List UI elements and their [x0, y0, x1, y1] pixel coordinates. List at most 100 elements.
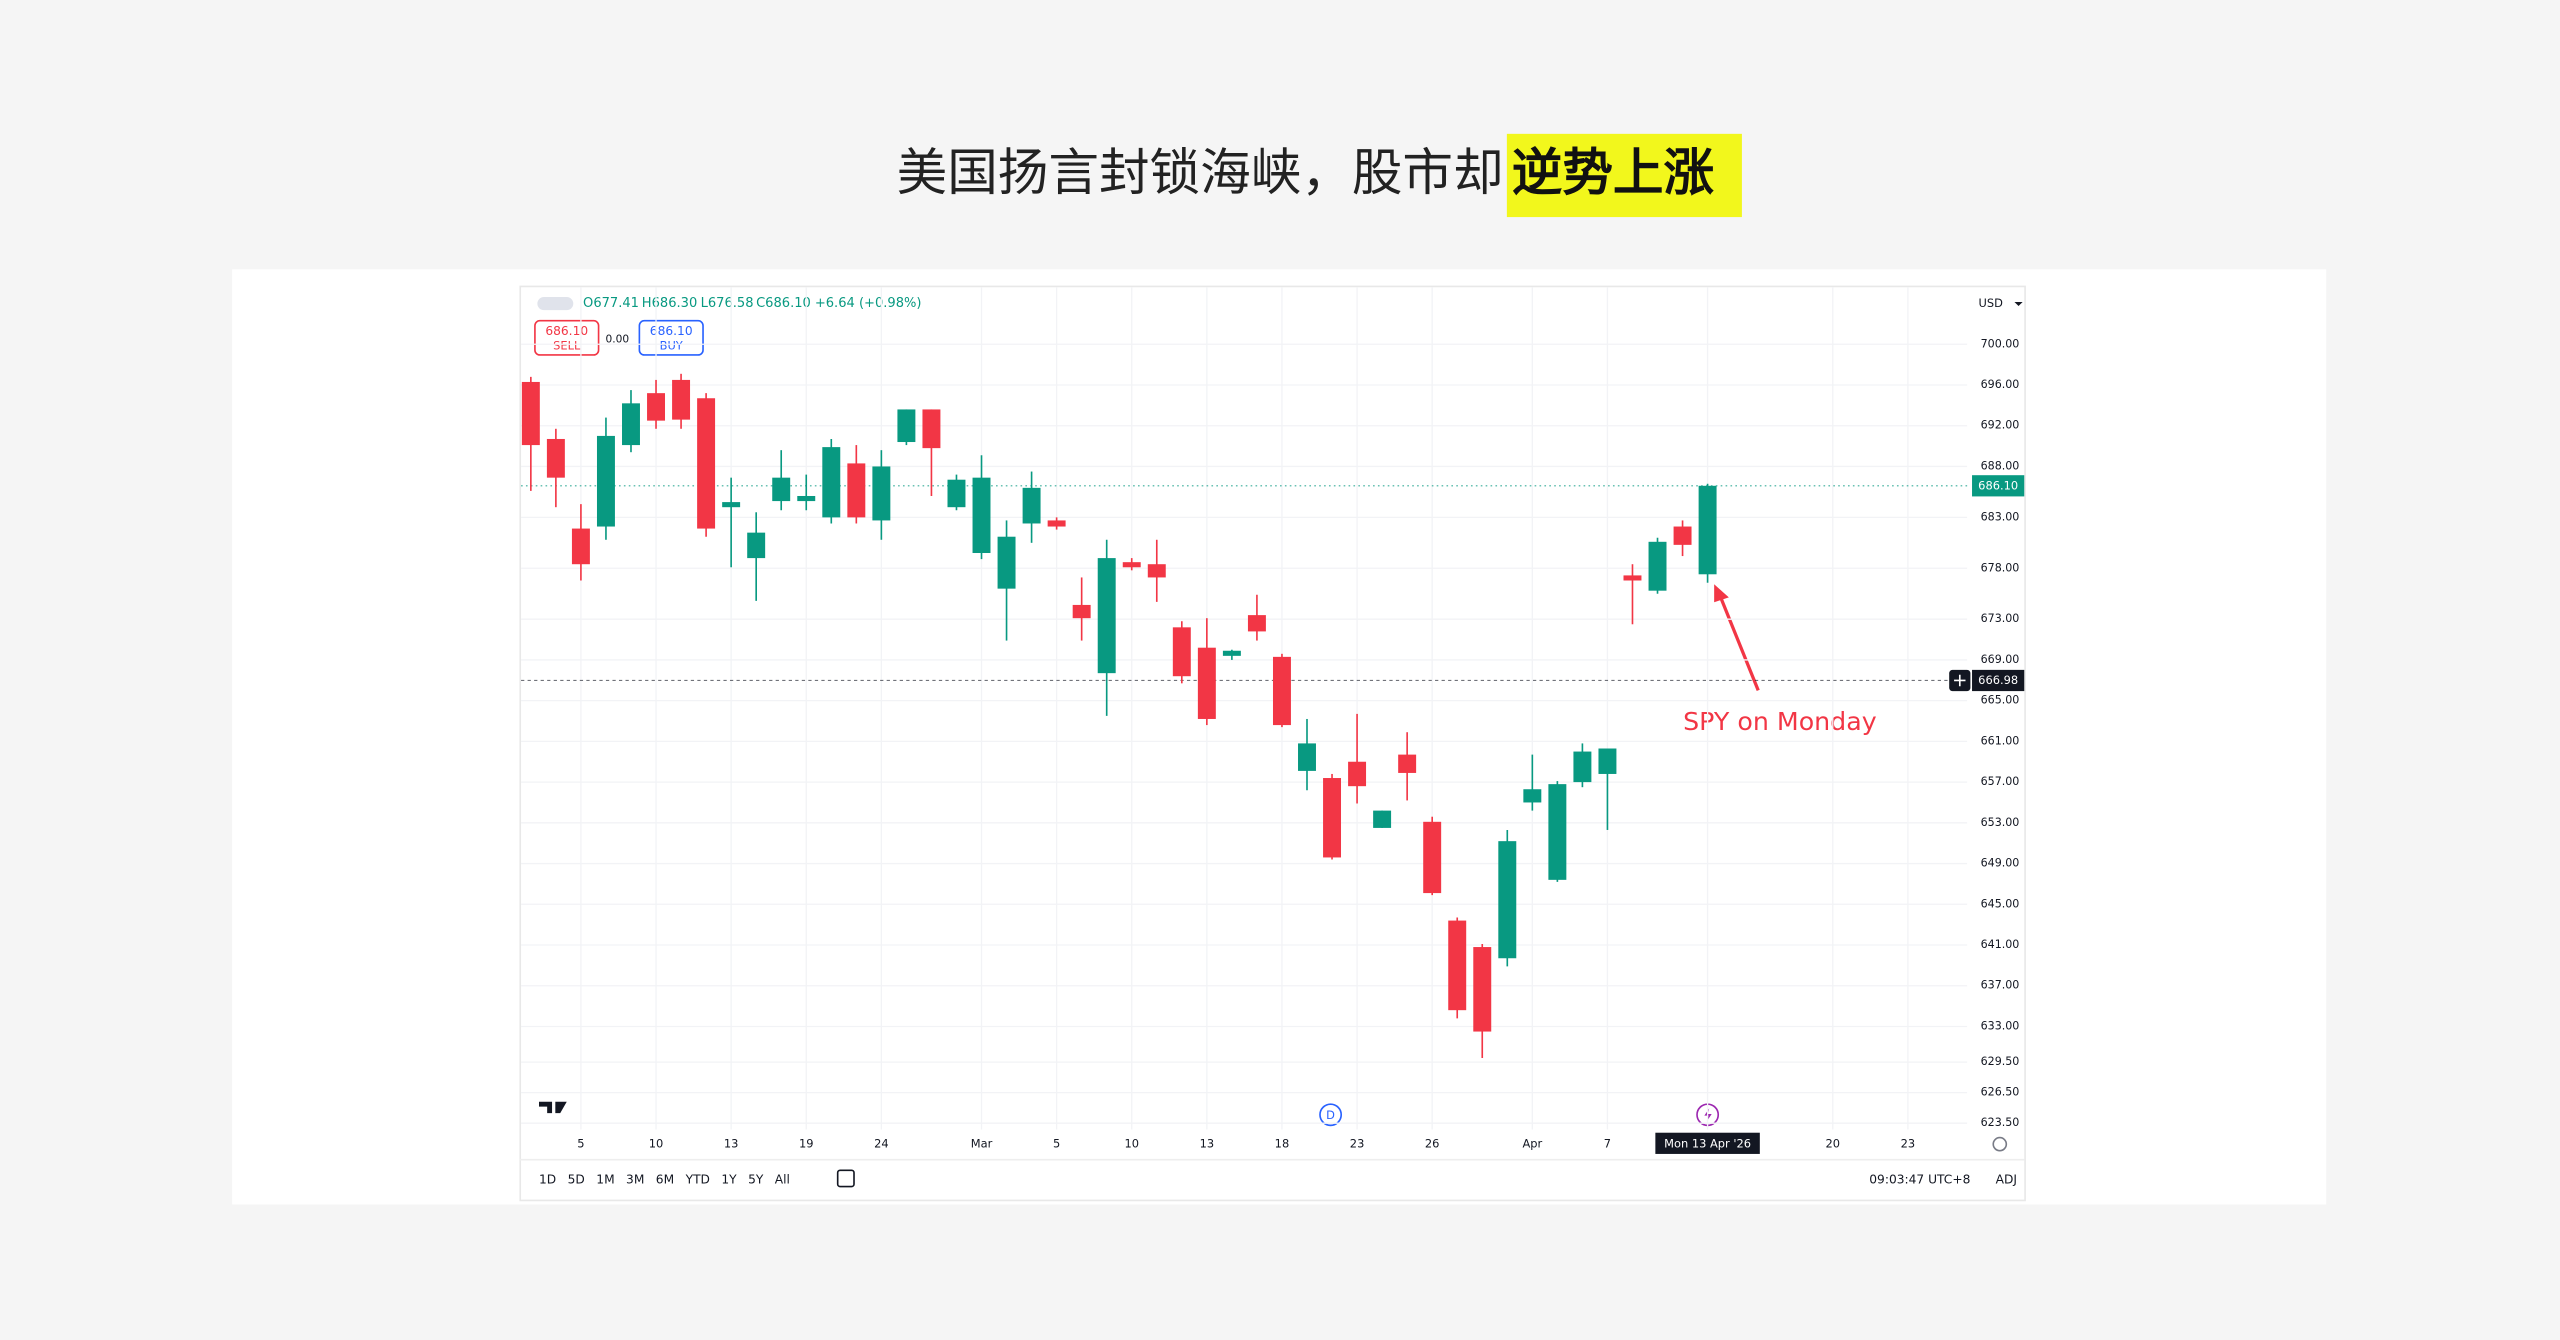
price-label-box	[1972, 669, 2025, 692]
x-tick-label: Mar	[971, 1137, 993, 1151]
range-button[interactable]: 5D	[568, 1173, 585, 1187]
candle-body	[1473, 947, 1492, 1032]
annotation: SPY on Monday	[1683, 707, 1877, 736]
range-button[interactable]: 5Y	[748, 1173, 764, 1187]
sell-price: 686.10	[545, 324, 588, 338]
y-tick-label: 645.00	[1981, 897, 2020, 910]
y-tick-label: 629.50	[1981, 1055, 2020, 1068]
candle-body	[1323, 778, 1342, 858]
candle-body	[1247, 615, 1266, 632]
candle-body	[772, 477, 791, 502]
highlight-box	[1506, 133, 1742, 218]
x-tick-label: 10	[1124, 1137, 1139, 1151]
x-tick-label: 24	[874, 1137, 889, 1151]
price-label: 666.98	[1978, 673, 2018, 687]
candle-body	[1172, 627, 1191, 677]
clock: 09:03:47 UTC+8	[1869, 1173, 1970, 1187]
y-tick-label: 688.00	[1981, 459, 2020, 472]
y-tick-label: 696.00	[1981, 378, 2020, 391]
range-button[interactable]: 1Y	[721, 1173, 737, 1187]
buy-button[interactable]	[638, 319, 704, 356]
range-button[interactable]: 1M	[596, 1173, 614, 1187]
candle-body	[1272, 656, 1291, 726]
range-button[interactable]: 1D	[539, 1173, 556, 1187]
range-button[interactable]: 3M	[626, 1173, 644, 1187]
candle-body	[596, 435, 615, 527]
dividend-marker[interactable]	[1319, 1103, 1343, 1127]
candle-body	[1122, 562, 1141, 568]
candle-body	[797, 495, 816, 502]
x-tick-label: Apr	[1522, 1137, 1542, 1151]
crosshair-date-box	[1655, 1132, 1760, 1154]
candle-body	[546, 438, 565, 478]
y-tick-label: 657.00	[1981, 775, 2020, 788]
headline: 美国扬言封锁海峡，股市却	[897, 143, 1504, 202]
calendar-icon[interactable]	[836, 1169, 855, 1188]
x-tick-label: 7	[1604, 1137, 1611, 1151]
adj: ADJ	[1996, 1173, 2017, 1187]
ohlc-change: +6.64 (+0.98%)	[815, 296, 922, 311]
x-tick-label: Mon 13 Apr '26	[1664, 1137, 1751, 1151]
currency-caret[interactable]	[2014, 301, 2023, 307]
range-button[interactable]: YTD	[685, 1173, 710, 1187]
settings-icon[interactable]	[1992, 1136, 2008, 1152]
candle-body	[1072, 604, 1091, 619]
ohlc-low: L676.58	[701, 296, 754, 311]
candle-body	[1648, 541, 1667, 591]
candle-body	[1623, 575, 1642, 581]
y-tick-label: 669.00	[1981, 653, 2020, 666]
sell-button[interactable]	[534, 319, 600, 356]
candle-body	[747, 532, 766, 559]
candle-body	[622, 403, 640, 446]
range-button[interactable]: 6M	[656, 1173, 674, 1187]
annotation-arrow	[1719, 596, 1760, 692]
y-tick-label: 683.00	[1981, 510, 2020, 523]
candle-body	[647, 393, 666, 421]
ohlc-close: C686.10	[756, 296, 811, 311]
header-icon	[537, 297, 574, 311]
candle-body	[997, 536, 1016, 589]
headline-highlight: 逆势上涨	[1512, 143, 1715, 202]
chart-frame	[519, 285, 2026, 1202]
candle-body	[571, 528, 590, 565]
candle-body	[1498, 841, 1517, 959]
price-label: 686.10	[1978, 478, 2018, 492]
x-tick-label: 23	[1350, 1137, 1365, 1151]
candle-body	[1348, 761, 1367, 787]
candle-body	[1573, 751, 1592, 783]
candle-body	[1147, 564, 1166, 578]
candle-body	[722, 502, 741, 508]
candle-body	[1523, 789, 1542, 803]
ohlc-open: O677.41	[583, 296, 639, 311]
dividend-label: D	[1326, 1108, 1335, 1122]
price-label-box	[1972, 475, 2025, 497]
candle-body	[697, 398, 716, 529]
x-tick-label: 5	[577, 1137, 584, 1151]
x-tick-label: 26	[1425, 1137, 1440, 1151]
y-tick-label: 692.00	[1981, 419, 2020, 432]
y-tick-label: 678.00	[1981, 561, 2020, 574]
x-tick-label: 20	[1826, 1137, 1841, 1151]
x-tick-label: 18	[1275, 1137, 1290, 1151]
spread: 0.00	[606, 333, 630, 345]
grid	[521, 287, 1968, 1130]
candle-body	[672, 379, 691, 420]
y-tick-label: 653.00	[1981, 816, 2020, 829]
candle-body	[847, 463, 866, 518]
candle-body	[1448, 920, 1467, 1011]
candle-body	[1698, 485, 1717, 575]
sell-label: SELL	[553, 339, 581, 353]
range-button[interactable]: All	[775, 1173, 790, 1187]
candle-body	[1298, 743, 1316, 771]
range-group: 1D 5D 1M 3M 6M YTD 1Y 5Y All	[539, 1173, 790, 1187]
candle-body	[872, 466, 891, 521]
candle-body	[1097, 558, 1116, 674]
x-tick-label: 13	[1200, 1137, 1215, 1151]
candle-body	[972, 477, 991, 554]
candle-body	[1423, 821, 1442, 894]
logo	[539, 1101, 567, 1114]
y-tick-label: 700.00	[1981, 337, 2020, 350]
candle-body	[947, 479, 966, 508]
y-tick-label: 649.00	[1981, 857, 2020, 870]
